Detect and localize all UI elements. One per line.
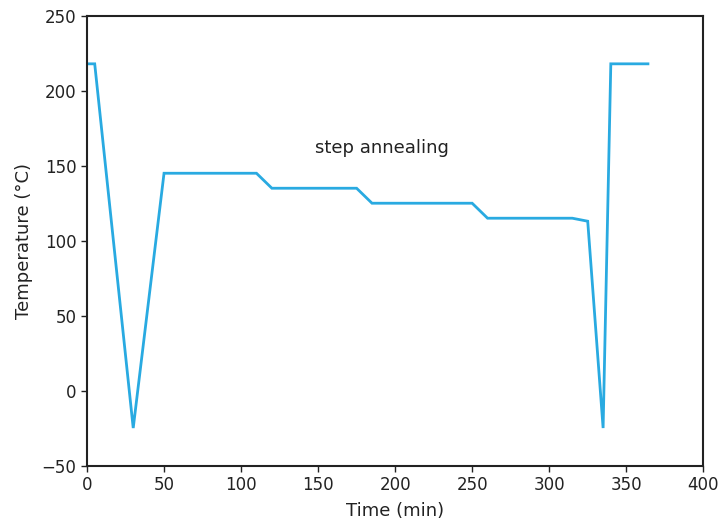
- Y-axis label: Temperature (°C): Temperature (°C): [15, 163, 33, 318]
- X-axis label: Time (min): Time (min): [346, 502, 444, 520]
- Text: step annealing: step annealing: [315, 139, 449, 157]
